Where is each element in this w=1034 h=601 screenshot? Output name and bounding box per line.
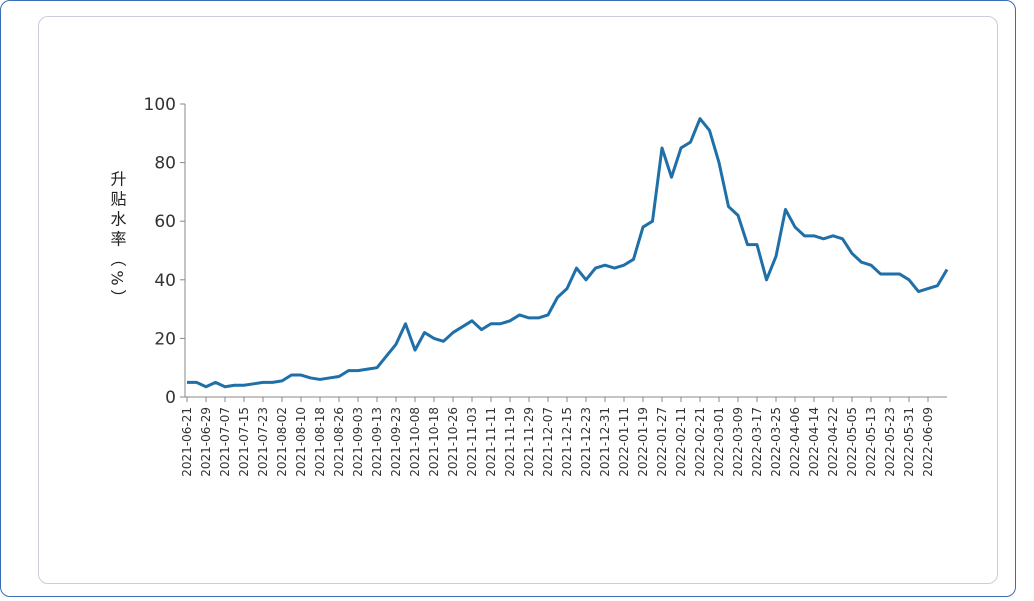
x-tick-label: 2022-04-14 bbox=[807, 407, 821, 477]
x-tick-label: 2022-05-05 bbox=[845, 407, 859, 477]
y-tick-label: 60 bbox=[154, 212, 176, 232]
x-tick-label: 2021-11-29 bbox=[522, 407, 536, 477]
x-tick-label: 2021-07-23 bbox=[256, 407, 270, 477]
x-tick-label: 2021-12-23 bbox=[579, 407, 593, 477]
x-tick-label: 2022-03-09 bbox=[731, 407, 745, 477]
x-tick-label: 2021-06-21 bbox=[180, 407, 194, 477]
y-tick-label: 20 bbox=[154, 329, 176, 349]
x-tick-label: 2022-05-31 bbox=[902, 407, 916, 477]
x-tick-label: 2021-10-18 bbox=[427, 407, 441, 477]
x-tick-label: 2021-08-26 bbox=[332, 407, 346, 477]
x-tick-label: 2022-04-06 bbox=[788, 407, 802, 477]
x-tick-label: 2021-09-03 bbox=[351, 407, 365, 477]
x-tick-label: 2021-09-23 bbox=[389, 407, 403, 477]
x-tick-label: 2022-03-25 bbox=[769, 407, 783, 477]
frame bbox=[0, 0, 1016, 597]
x-tick-label: 2021-10-26 bbox=[446, 407, 460, 477]
x-tick-label: 2021-12-15 bbox=[560, 407, 574, 477]
card bbox=[38, 16, 998, 584]
x-tick-label: 2022-05-13 bbox=[864, 407, 878, 477]
y-axis-label: 升贴水率（%） bbox=[108, 170, 127, 309]
x-tick-label: 2022-06-09 bbox=[921, 407, 935, 477]
x-tick-label: 2022-02-21 bbox=[693, 407, 707, 477]
x-tick-label: 2021-08-18 bbox=[313, 407, 327, 477]
x-tick-label: 2022-03-17 bbox=[750, 407, 764, 477]
x-tick-label: 2022-01-19 bbox=[636, 407, 650, 477]
x-tick-label: 2022-05-23 bbox=[883, 407, 897, 477]
x-tick-label: 2021-11-19 bbox=[503, 407, 517, 477]
x-tick-label: 2021-08-10 bbox=[294, 407, 308, 477]
x-tick-label: 2021-09-13 bbox=[370, 407, 384, 477]
x-tick-label: 2022-04-22 bbox=[826, 407, 840, 477]
x-tick-label: 2021-07-15 bbox=[237, 407, 251, 477]
y-tick-label: 100 bbox=[144, 95, 176, 115]
data-line bbox=[187, 117, 949, 389]
x-tick-label: 2021-08-02 bbox=[275, 407, 289, 477]
x-tick-label: 2021-10-08 bbox=[408, 407, 422, 477]
x-tick-label: 2021-12-07 bbox=[541, 407, 555, 477]
x-tick-label: 2022-01-11 bbox=[617, 407, 631, 477]
x-tick-label: 2021-12-31 bbox=[598, 407, 612, 477]
y-tick-label: 40 bbox=[154, 271, 176, 291]
x-tick-label: 2022-03-01 bbox=[712, 407, 726, 477]
x-tick-label: 2021-06-29 bbox=[199, 407, 213, 477]
y-tick-label: 80 bbox=[154, 154, 176, 174]
y-tick-label: 0 bbox=[165, 388, 176, 408]
x-tick-label: 2022-01-27 bbox=[655, 407, 669, 477]
x-tick-label: 2021-11-11 bbox=[484, 407, 498, 477]
x-tick-label: 2021-07-07 bbox=[218, 407, 232, 477]
x-tick-label: 2021-11-03 bbox=[465, 407, 479, 477]
x-tick-label: 2022-02-11 bbox=[674, 407, 688, 477]
